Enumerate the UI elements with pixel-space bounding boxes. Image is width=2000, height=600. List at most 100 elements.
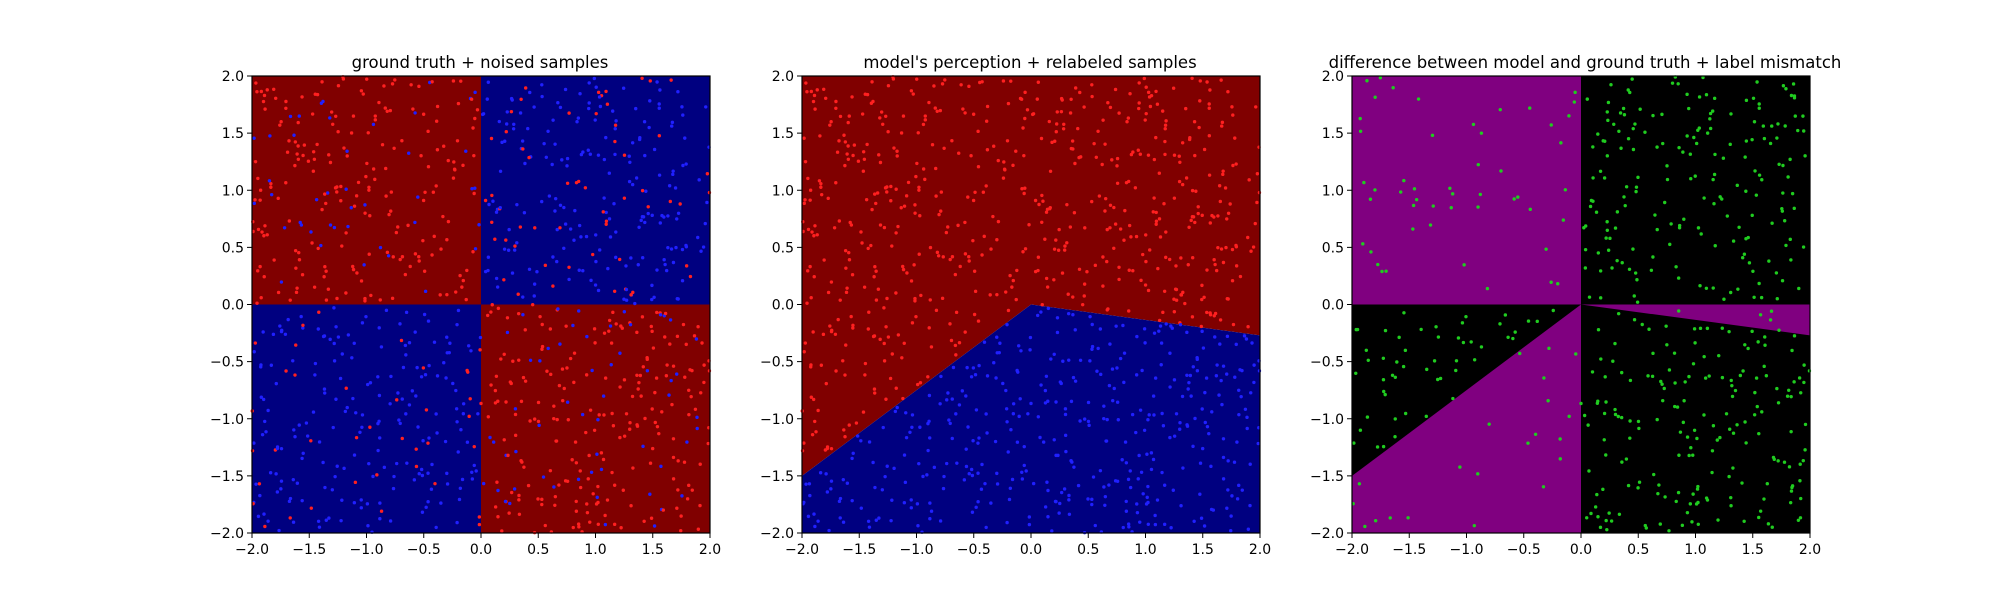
sample-point <box>939 190 944 194</box>
sample-point <box>595 495 599 500</box>
sample-point <box>673 186 678 190</box>
sample-point <box>671 364 676 368</box>
sample-point <box>1702 196 1706 200</box>
sample-point <box>327 153 331 157</box>
sample-point <box>866 327 870 331</box>
sample-point <box>705 172 710 176</box>
sample-point <box>1200 297 1204 302</box>
sample-point <box>1219 247 1224 251</box>
x-tick-label: 2.0 <box>1799 542 1821 558</box>
sample-point <box>915 382 920 387</box>
sample-point <box>666 214 670 218</box>
sample-point <box>1156 266 1160 271</box>
sample-point <box>551 118 555 122</box>
sample-point <box>1487 422 1491 426</box>
sample-point <box>680 247 685 252</box>
sample-point <box>469 97 474 101</box>
sample-point <box>969 375 974 379</box>
sample-point <box>873 485 877 490</box>
sample-point <box>1103 503 1107 508</box>
sample-point <box>1729 112 1733 116</box>
sample-point <box>636 263 640 267</box>
sample-point <box>518 111 523 115</box>
sample-point <box>1246 527 1251 531</box>
sample-point <box>1499 169 1503 173</box>
sample-point <box>511 127 516 131</box>
sample-point <box>1689 177 1693 181</box>
sample-point <box>343 409 348 414</box>
sample-point <box>1753 390 1757 395</box>
sample-point <box>296 144 300 148</box>
sample-point <box>985 148 990 152</box>
sample-point <box>505 330 510 335</box>
sample-point <box>471 126 475 130</box>
sample-point <box>1735 183 1739 188</box>
sample-point <box>1078 419 1082 423</box>
sample-point <box>1200 407 1204 411</box>
sample-point <box>1234 264 1239 268</box>
sample-point <box>451 79 456 83</box>
sample-point <box>587 81 591 85</box>
sample-point <box>1616 311 1621 316</box>
sample-point <box>1603 139 1607 143</box>
sample-point <box>1588 204 1593 209</box>
sample-point <box>293 373 297 377</box>
sample-point <box>316 519 321 523</box>
sample-point <box>1373 188 1377 192</box>
sample-point <box>391 255 395 259</box>
sample-point <box>1059 109 1064 114</box>
sample-point <box>382 465 387 470</box>
sample-point <box>1194 189 1198 193</box>
sample-point <box>971 112 976 116</box>
sample-point <box>804 81 808 85</box>
sample-point <box>263 107 267 111</box>
sample-point <box>323 391 327 395</box>
sample-point <box>1155 498 1160 502</box>
sample-point <box>562 205 566 210</box>
sample-point <box>1754 376 1759 380</box>
sample-point <box>1148 248 1152 252</box>
sample-point <box>1662 386 1666 391</box>
sample-point <box>1687 453 1691 458</box>
sample-point <box>1755 404 1759 409</box>
sample-point <box>1230 494 1234 498</box>
sample-point <box>909 498 913 502</box>
sample-point <box>513 244 517 248</box>
sample-point <box>1144 259 1148 264</box>
sample-point <box>1105 417 1109 422</box>
sample-point <box>295 286 299 290</box>
sample-point <box>1086 400 1091 405</box>
sample-point <box>1704 496 1709 500</box>
sample-point <box>291 359 295 363</box>
sample-point <box>1361 242 1365 246</box>
sample-point <box>320 80 324 84</box>
sample-point <box>829 479 834 483</box>
sample-point <box>650 446 655 451</box>
sample-point <box>434 184 438 188</box>
sample-point <box>599 451 604 455</box>
sample-point <box>565 181 570 186</box>
sample-point <box>669 378 673 383</box>
sample-point <box>1476 162 1480 167</box>
sample-point <box>1190 76 1194 81</box>
sample-point <box>554 439 559 443</box>
sample-point <box>407 341 412 345</box>
sample-point <box>1606 100 1611 105</box>
sample-point <box>471 250 475 254</box>
sample-point <box>593 118 597 122</box>
sample-point <box>843 163 847 168</box>
sample-point <box>291 477 295 482</box>
sample-point <box>928 436 932 440</box>
sample-point <box>424 408 429 412</box>
sample-point <box>1698 283 1702 288</box>
sample-point <box>913 296 917 301</box>
sample-point <box>1673 404 1677 409</box>
sample-point <box>921 474 925 479</box>
sample-point <box>1121 323 1125 328</box>
sample-point <box>902 341 906 345</box>
sample-point <box>607 329 611 333</box>
sample-point <box>1704 286 1709 290</box>
sample-point <box>913 203 917 207</box>
sample-point <box>1178 427 1182 431</box>
sample-point <box>1742 519 1746 524</box>
